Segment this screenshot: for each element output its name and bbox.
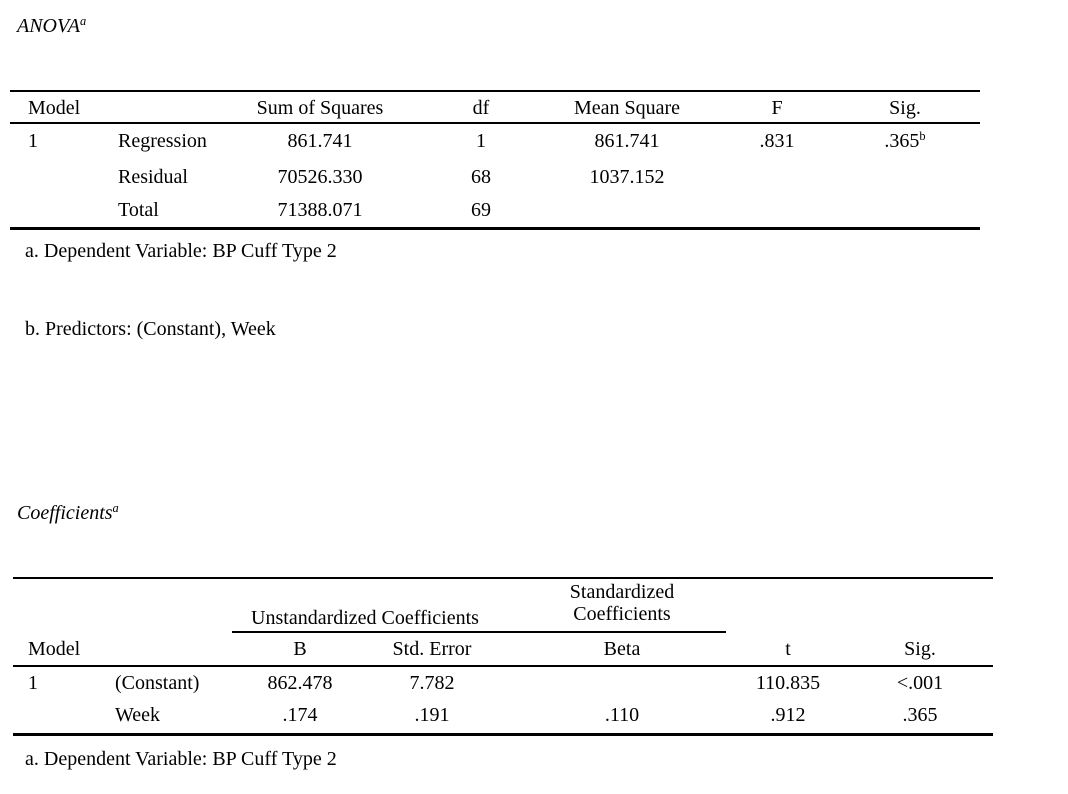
anova-bottom-rule [10,227,980,230]
anova-model-number: 1 [28,130,38,152]
anova-title: ANOVAa [17,12,86,40]
coefficients-cell-std-error: 7.782 [409,672,455,694]
standardized-header-line2: Coefficients [573,603,671,625]
anova-row-label: Regression [118,130,207,152]
anova-header-rule [10,122,980,124]
anova-sig-superscript: b [919,129,926,144]
coefficients-cell-b: .174 [282,704,318,726]
anova-cell-sum-of-squares: 70526.330 [277,166,363,188]
anova-row-label: Residual [118,166,188,188]
coefficients-title-text: Coefficients [17,502,113,524]
coefficients-row-label: Week [115,704,161,726]
anova-table-top-rule [10,90,980,92]
coefficients-col-header-model: Model [28,638,81,660]
anova-col-header-df: df [472,97,490,119]
anova-col-header-sig: Sig. [889,97,921,119]
anova-col-header-mean-square: Mean Square [573,97,681,119]
anova-footnote-b: b. Predictors: (Constant), Week [25,318,276,340]
coefficients-cell-sig: <.001 [896,672,944,694]
coefficients-row-label: (Constant) [115,672,200,694]
coefficients-cell-t: .912 [770,704,806,726]
anova-cell-mean-square: 861.741 [594,130,660,152]
unstandardized-coefficients-group-header: Unstandardized Coefficients [251,607,479,629]
coefficients-col-header-t: t [785,638,791,660]
anova-cell-f: .831 [759,130,795,152]
coefficients-title-superscript: a [112,501,119,516]
coefficients-cell-b: 862.478 [267,672,333,694]
anova-cell-df: 1 [476,130,486,152]
standardized-coefficients-group-header: Standardized Coefficients [542,581,702,625]
group-header-underline-rule [232,631,726,633]
anova-sig-value: .365 [884,130,920,152]
anova-col-header-f: F [771,97,783,119]
anova-col-header-model: Model [28,97,81,119]
coefficients-table-top-rule [13,577,993,579]
standardized-header-line1: Standardized [569,581,675,603]
anova-title-text: ANOVA [17,15,80,37]
anova-cell-sum-of-squares: 71388.071 [277,199,363,221]
coefficients-cell-t: 110.835 [755,672,821,694]
anova-title-superscript: a [79,14,87,29]
anova-cell-df: 68 [471,166,491,188]
coefficients-col-header-std-error: Std. Error [392,638,472,660]
coefficients-header-rule [13,665,993,667]
coefficients-col-header-b: B [293,638,307,660]
coefficients-col-header-sig: Sig. [904,638,936,660]
anova-row-label: Total [118,199,159,221]
anova-col-header-sum-of-squares: Sum of Squares [256,97,384,119]
anova-footnote-a: a. Dependent Variable: BP Cuff Type 2 [25,240,337,262]
anova-cell-sum-of-squares: 861.741 [287,130,353,152]
anova-cell-mean-square: 1037.152 [589,166,665,188]
anova-cell-sig: .365b [865,127,945,155]
coefficients-footnote-a: a. Dependent Variable: BP Cuff Type 2 [25,748,337,770]
coefficients-cell-beta: .110 [604,704,640,726]
coefficients-cell-sig: .365 [902,704,938,726]
coefficients-cell-std-error: .191 [414,704,450,726]
coefficients-bottom-rule [13,733,993,736]
anova-cell-df: 69 [471,199,491,221]
coefficients-title: Coefficientsa [17,499,119,527]
coefficients-col-header-beta: Beta [603,638,641,660]
coefficients-model-number: 1 [28,672,38,694]
